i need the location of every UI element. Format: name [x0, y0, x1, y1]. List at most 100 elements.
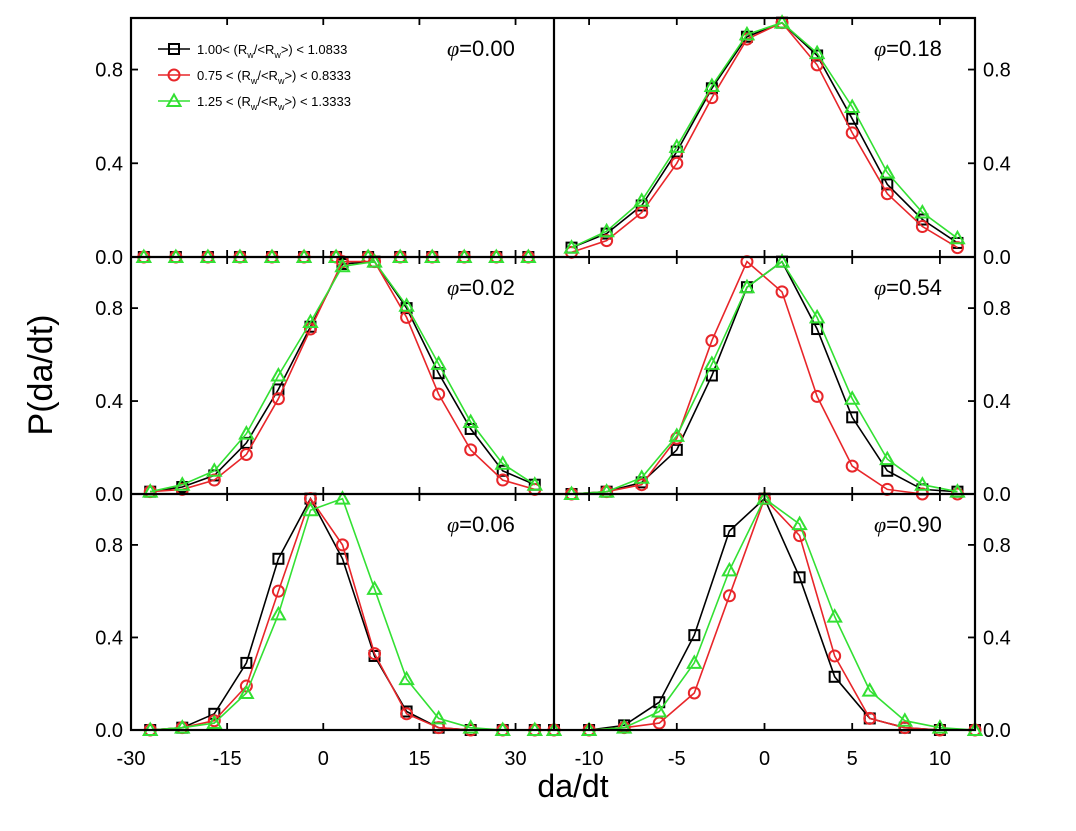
- data-point-green-triangles: [703, 355, 721, 370]
- panel-phi0-02: φ=0.02: [142, 253, 543, 499]
- data-point-green-triangles: [914, 476, 931, 491]
- data-point-black-squares: [846, 411, 859, 424]
- data-point-black-squares: [653, 696, 666, 709]
- data-point-red-circles: [828, 649, 842, 663]
- data-point-green-triangles: [142, 483, 159, 498]
- data-point-green-triangles: [615, 719, 633, 734]
- data-point-red-circles: [810, 58, 824, 72]
- data-point-green-triangles: [843, 390, 861, 405]
- data-point-green-triangles: [861, 682, 878, 697]
- panel-phi0-06: φ=0.06: [142, 490, 543, 737]
- data-point-red-circles: [705, 91, 719, 105]
- legend-marker-square: [168, 43, 180, 55]
- data-point-black-squares: [881, 464, 894, 477]
- data-point-green-triangles: [721, 561, 738, 577]
- data-point-green-triangles: [633, 469, 650, 484]
- legend: 1.00< (Rw/<Rw>) < 1.0833 0.75 < (Rw/<Rw>)…: [158, 42, 351, 112]
- series-line-green-triangles: [150, 260, 536, 493]
- y-tick-label-left: 0.0: [95, 484, 123, 506]
- data-point-black-squares: [208, 707, 221, 720]
- data-point-red-circles: [915, 220, 929, 234]
- data-point-red-circles: [670, 156, 684, 170]
- data-point-black-squares: [828, 670, 841, 683]
- data-point-green-triangles: [430, 709, 447, 725]
- data-point-red-circles: [600, 234, 614, 248]
- data-point-green-triangles: [334, 257, 351, 273]
- data-point-green-triangles: [773, 253, 791, 268]
- y-tick-label-right: 0.4: [983, 391, 1011, 413]
- panel-phi-label: φ=0.06: [447, 512, 515, 537]
- data-point-green-triangles: [598, 483, 615, 498]
- data-point-green-triangles: [366, 253, 383, 268]
- data-point-green-triangles: [949, 229, 966, 245]
- x-tick-label-left: 30: [504, 748, 526, 770]
- y-tick-label-right: 0.0: [983, 720, 1011, 742]
- legend-marker-triangle: [165, 92, 183, 107]
- data-point-green-triangles: [808, 308, 826, 324]
- data-point-black-squares: [916, 213, 929, 226]
- data-point-green-triangles: [703, 77, 721, 92]
- data-point-green-triangles: [931, 719, 949, 734]
- data-point-black-squares: [723, 525, 736, 538]
- data-point-red-circles: [496, 473, 510, 487]
- x-tick-label-left: 15: [408, 748, 430, 770]
- x-axis-title: da/dt: [537, 768, 608, 804]
- data-point-green-triangles: [808, 44, 826, 60]
- data-point-red-circles: [635, 478, 649, 492]
- data-point-green-triangles: [270, 605, 287, 621]
- data-point-red-circles: [880, 187, 894, 201]
- data-point-green-triangles: [914, 203, 931, 219]
- y-tick-label-right: 0.8: [983, 60, 1011, 82]
- y-axis-title: P(da/dt): [22, 315, 60, 436]
- data-point-red-circles: [432, 387, 446, 401]
- data-point-green-triangles: [366, 580, 383, 595]
- x-tick-label-right: 0: [759, 748, 770, 770]
- data-point-red-circles: [432, 721, 446, 735]
- panel-phi-label: φ=0.54: [874, 275, 942, 300]
- panel-phi-label: φ=0.90: [874, 512, 942, 537]
- y-tick-label-right: 0.4: [983, 627, 1011, 649]
- data-point-green-triangles: [738, 25, 756, 41]
- data-point-green-triangles: [462, 719, 479, 734]
- panels-layer: φ=0.00 φ=0.18 φ=0.02 φ=0.54 φ=0.06 φ=0.90 0.0 0…: [95, 14, 1011, 770]
- data-point-green-triangles: [773, 14, 791, 29]
- data-point-black-squares: [272, 552, 285, 565]
- data-point-red-circles: [271, 392, 285, 406]
- y-tick-label-left: 0.0: [95, 247, 123, 269]
- y-tick-label-right: 0.8: [983, 535, 1011, 557]
- series-line-green-triangles: [150, 497, 535, 731]
- data-point-red-circles: [863, 711, 877, 725]
- data-point-green-triangles: [949, 483, 966, 498]
- panel-phi-label: φ=0.18: [874, 36, 942, 61]
- data-point-red-circles: [271, 584, 285, 598]
- data-point-green-triangles: [598, 222, 615, 238]
- data-point-red-circles: [635, 205, 649, 219]
- y-tick-label-left: 0.4: [95, 627, 123, 649]
- data-point-red-circles: [687, 686, 701, 700]
- data-point-green-triangles: [651, 702, 668, 718]
- data-point-red-circles: [810, 389, 824, 403]
- legend-label: 0.75 < (Rw/<Rw>) < 0.8333: [197, 68, 351, 86]
- data-point-green-triangles: [668, 138, 686, 153]
- series-line-red-circles: [571, 21, 958, 254]
- legend-label: 1.00< (Rw/<Rw>) < 1.0833: [197, 42, 347, 60]
- y-tick-label-right: 0.8: [983, 298, 1011, 320]
- data-point-red-circles: [845, 459, 859, 473]
- data-point-red-circles: [722, 589, 736, 603]
- data-point-green-triangles: [238, 425, 255, 440]
- x-tick-label-left: -15: [213, 748, 242, 770]
- data-point-green-triangles: [174, 719, 191, 734]
- data-point-green-triangles: [270, 366, 287, 382]
- data-point-black-squares: [240, 656, 253, 669]
- data-point-green-triangles: [174, 476, 191, 491]
- data-point-green-triangles: [302, 313, 319, 329]
- data-point-green-triangles: [462, 413, 479, 428]
- y-tick-label-left: 0.4: [95, 391, 123, 413]
- data-point-green-triangles: [563, 239, 580, 254]
- legend-label: 1.25 < (Rw/<Rw>) < 1.3333: [197, 94, 351, 112]
- y-tick-label-right: 0.0: [983, 484, 1011, 506]
- legend-marker-circle: [167, 68, 181, 82]
- data-point-green-triangles: [826, 608, 843, 623]
- data-point-green-triangles: [879, 450, 896, 466]
